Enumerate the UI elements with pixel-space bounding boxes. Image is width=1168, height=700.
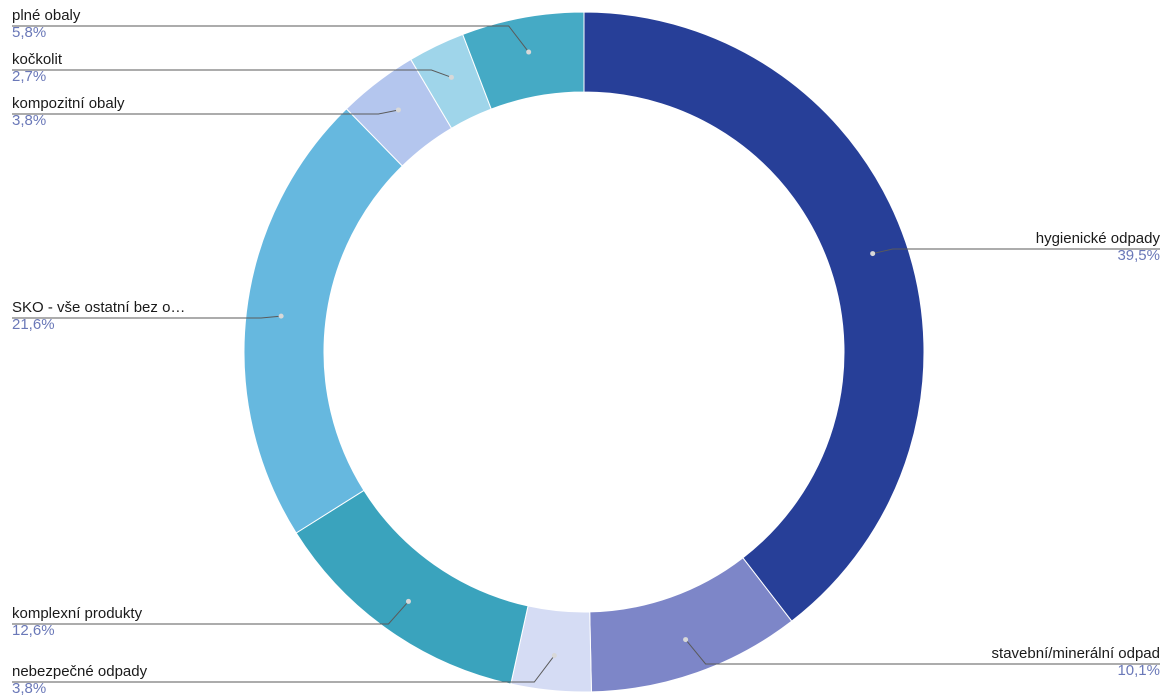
leader-line-5 bbox=[12, 109, 399, 115]
leader-dot-3 bbox=[405, 598, 411, 604]
slice-value-label-6: 2,7% bbox=[12, 68, 46, 85]
leader-dot-6 bbox=[448, 74, 454, 80]
slice-label-1: stavební/minerální odpad bbox=[992, 645, 1160, 662]
leader-dot-4 bbox=[278, 313, 284, 319]
slice-label-0: hygienické odpady bbox=[1036, 230, 1161, 247]
slice-label-3: komplexní produkty bbox=[12, 605, 143, 622]
leader-line-7 bbox=[12, 25, 530, 53]
leader-line-6 bbox=[12, 69, 452, 78]
leader-dot-1 bbox=[683, 637, 689, 643]
slices-layer bbox=[243, 11, 925, 693]
slice-label-4: SKO - vše ostatní bez o… bbox=[12, 299, 185, 316]
leader-line-3 bbox=[12, 601, 409, 625]
leader-dot-5 bbox=[395, 107, 401, 113]
leader-line-2 bbox=[12, 655, 555, 683]
leader-line-4 bbox=[12, 315, 282, 319]
leader-line-0 bbox=[872, 248, 1160, 255]
slice-value-label-0: 39,5% bbox=[1117, 247, 1160, 264]
donut-slice-3[interactable] bbox=[295, 489, 529, 685]
slice-value-label-2: 3,8% bbox=[12, 680, 46, 697]
slice-value-label-1: 10,1% bbox=[1117, 662, 1160, 679]
slice-value-label-3: 12,6% bbox=[12, 622, 55, 639]
slice-label-7: plné obaly bbox=[12, 7, 81, 24]
slice-label-2: nebezpečné odpady bbox=[12, 663, 148, 680]
slice-label-6: kočkolit bbox=[12, 51, 63, 68]
slice-value-label-7: 5,8% bbox=[12, 24, 46, 41]
leader-dot-0 bbox=[870, 251, 876, 257]
donut-slice-0[interactable] bbox=[583, 11, 925, 622]
slice-label-5: kompozitní obaly bbox=[12, 95, 125, 112]
leader-dot-2 bbox=[551, 653, 557, 659]
leader-dot-7 bbox=[526, 49, 532, 55]
donut-slice-7[interactable] bbox=[462, 11, 585, 110]
slice-value-label-4: 21,6% bbox=[12, 316, 55, 333]
slice-value-label-5: 3,8% bbox=[12, 112, 46, 129]
leader-line-1 bbox=[685, 639, 1160, 665]
donut-slice-4[interactable] bbox=[243, 108, 404, 534]
